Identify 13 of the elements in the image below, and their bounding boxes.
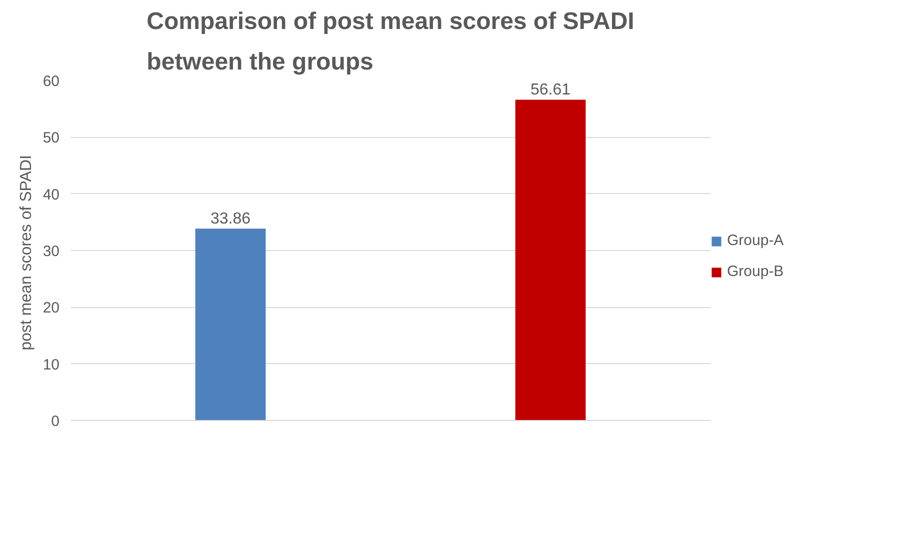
legend-label: Group-A xyxy=(727,232,784,249)
y-tick-label: 60 xyxy=(42,73,60,90)
chart-title: Comparison of post mean scores of SPADI between the groups xyxy=(146,8,634,76)
data-label: 56.61 xyxy=(530,82,571,99)
y-tick-label: 20 xyxy=(42,300,60,317)
legend-label: Group-B xyxy=(727,263,784,280)
y-axis-title: post mean scores of SPADI xyxy=(18,155,35,350)
y-tick-label: 30 xyxy=(42,243,60,260)
data-label: 33.86 xyxy=(210,210,251,228)
y-tick-label: 10 xyxy=(42,356,60,374)
y-tick-label: 0 xyxy=(51,413,60,430)
y-tick-label: 50 xyxy=(42,130,60,147)
y-tick-label: 40 xyxy=(42,186,60,204)
